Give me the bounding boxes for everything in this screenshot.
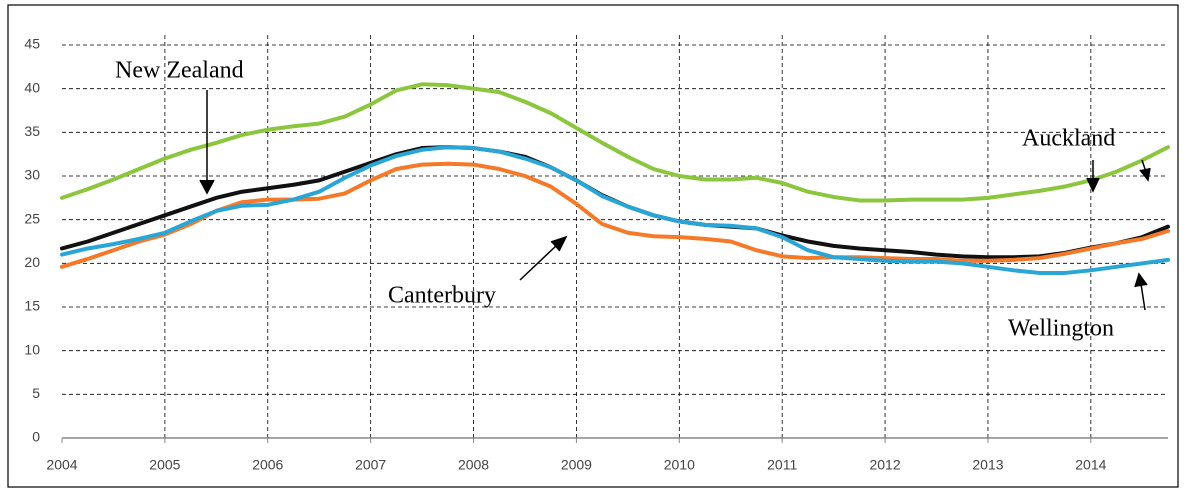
series-line [60,145,1170,275]
arrow [519,243,559,281]
x-tick-label: 2005 [149,457,180,473]
y-tick-label: 20 [24,254,40,270]
y-tick-label: 45 [24,36,40,52]
arrow-head [1139,167,1151,182]
x-tick-label: 2013 [972,457,1003,473]
arrow-head [550,235,568,252]
y-tick-label: 30 [24,167,40,183]
arrow-head [199,179,215,195]
x-tick-label: 2006 [252,457,283,473]
x-tick-label: 2014 [1075,457,1106,473]
y-tick-label: 35 [24,123,40,139]
annotation: Wellington [1008,316,1114,342]
y-tick-label: 40 [24,79,40,95]
y-tick-label: 15 [24,298,40,314]
x-tick-label: 2011 [767,457,797,473]
arrow-head [1086,177,1100,193]
arrow-head [1134,272,1148,288]
x-tick-label: 2010 [664,457,695,473]
x-tick-label: 2004 [46,457,77,473]
x-tick-label: 2008 [458,457,489,473]
y-tick-label: 5 [32,385,40,401]
annotation: Auckland [1022,126,1115,152]
arrow [1140,283,1146,311]
x-tick-label: 2007 [355,457,386,473]
annotations [199,90,1151,311]
series-line [60,161,1170,269]
chart-border [7,4,1179,488]
y-tick-label: 0 [32,429,40,445]
series-line [60,82,1170,203]
plot-area: 0 5 10 15 20 25 30 35 40 45 2004 2005 2006 2007 2008 20… [24,35,1170,473]
x-tick-label: 2009 [561,457,592,473]
y-tick-label: 10 [24,341,40,357]
annotation: New Zealand [115,58,244,84]
x-tick-label: 2012 [869,457,900,473]
y-tick-label: 25 [24,210,40,226]
annotation: Canterbury [388,283,496,309]
